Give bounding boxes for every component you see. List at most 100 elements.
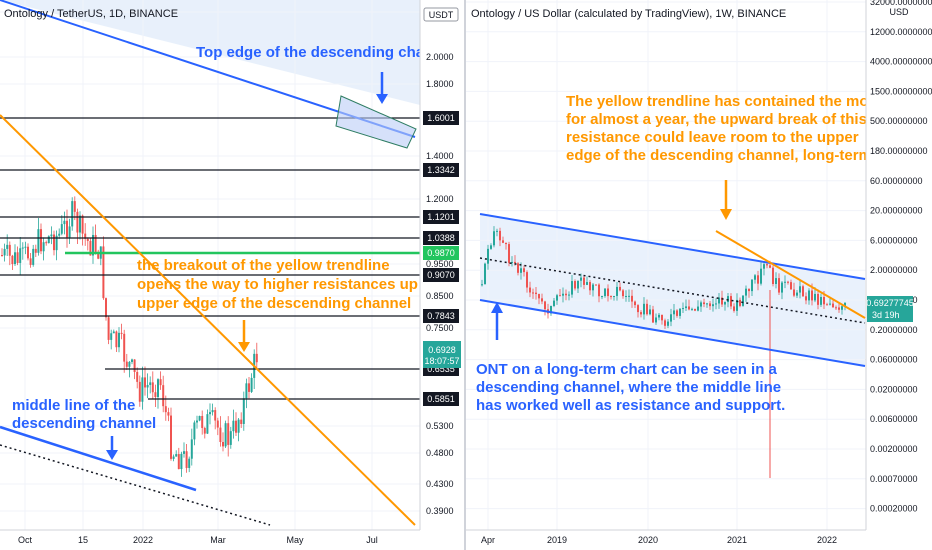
candle-body [102, 246, 105, 299]
candle-body [535, 292, 537, 295]
channel-bottom-right[interactable] [479, 299, 866, 367]
candle-body [133, 359, 136, 372]
candle-body [71, 201, 74, 227]
x-tick-label: Jul [366, 535, 378, 545]
price-level-tag [423, 210, 459, 224]
y-tick-label: 1.2000 [426, 194, 454, 204]
yellow-trendline-right[interactable] [715, 230, 866, 319]
candle-body [619, 286, 621, 291]
candle-body [496, 230, 498, 232]
candle-body [94, 234, 97, 252]
candle-body [646, 303, 648, 315]
candle-body [553, 300, 555, 306]
annotation-middle-line1: middle line of the [12, 397, 135, 414]
candle-body [694, 308, 696, 311]
candle-body [487, 248, 489, 264]
candle-body [8, 244, 11, 256]
left-chart-panel: Top edge of the descending channel the b… [0, 0, 466, 550]
candle-body [583, 277, 585, 285]
candle-body [574, 281, 576, 289]
candle-body [240, 419, 243, 424]
candle-body [232, 420, 235, 432]
annotation-longterm-line3: has worked well as resistance and suppor… [476, 397, 785, 414]
candle-body [185, 451, 188, 468]
candle-body [481, 284, 483, 286]
annotation-yellow-line2: for almost a year, the upward break of t… [566, 111, 867, 128]
candle-body [86, 238, 89, 241]
channel-middle-right[interactable] [479, 257, 866, 324]
candle-body [841, 306, 843, 310]
channel-bottom-dotted[interactable] [0, 444, 271, 526]
candle-body [793, 289, 795, 296]
candle-body [490, 245, 492, 249]
channel-fill [0, 0, 440, 110]
y-tick-label: 500.00000000 [870, 116, 928, 126]
candle-body [667, 321, 669, 326]
candle-body [50, 234, 53, 237]
right-chart[interactable]: The yellow trendline has contained the m… [466, 0, 932, 550]
currency-label: USDT [429, 10, 454, 20]
left-time-axis[interactable]: Oct 15 2022 Mar May Jul [18, 535, 378, 545]
candle-body [222, 442, 224, 447]
annotation-longterm-line1: ONT on a long-term chart can be seen in … [476, 361, 778, 378]
candle-body [703, 302, 705, 305]
candle-body [14, 252, 16, 265]
candle-body [45, 242, 48, 244]
candle-body [151, 382, 154, 393]
yellow-trendline[interactable] [0, 114, 416, 526]
channel-top-right[interactable] [479, 213, 866, 280]
candle-body [196, 420, 198, 423]
candle-body [745, 288, 747, 296]
candle-body [775, 278, 777, 285]
price-level-label: 1.1201 [427, 212, 455, 222]
annotation-breakout-line1: the breakout of the yellow trendline [137, 257, 390, 274]
candle-body [760, 268, 762, 284]
candle-body [505, 242, 507, 245]
y-tick-label: 0.00020000 [870, 504, 918, 514]
candle-body [141, 377, 144, 402]
countdown: 18:07:57 [424, 356, 459, 366]
candle-body [73, 201, 76, 212]
left-chart[interactable]: Top edge of the descending channel the b… [0, 0, 464, 550]
price-level-label: 0.9870 [427, 248, 455, 258]
right-time-axis[interactable]: Apr 2019 2020 2021 2022 [481, 535, 837, 545]
candle-body [637, 305, 639, 313]
candle-body [128, 361, 131, 367]
candle-body [820, 296, 822, 305]
candle-body [631, 295, 633, 302]
candle-body [718, 297, 720, 304]
y-tick-label: 32000.00000000 [870, 0, 932, 7]
candle-body [105, 298, 107, 318]
left-chart-title: Ontology / TetherUS, 1D, BINANCE [4, 8, 178, 20]
candle-body [502, 240, 504, 243]
candle-body [838, 307, 840, 310]
last-price-value: 0.6928 [428, 345, 456, 355]
candle-body [643, 303, 645, 315]
candle-body [255, 353, 258, 363]
arrow-tp-icon [720, 180, 732, 220]
candle-body [224, 423, 227, 447]
candle-body [188, 458, 191, 468]
candle-body [649, 309, 651, 315]
candle-body [227, 423, 230, 445]
candle-body [727, 296, 729, 303]
middle-line[interactable] [0, 425, 197, 492]
candle-body [167, 412, 170, 416]
arrow-middle-line-icon [106, 436, 118, 460]
candle-body [27, 246, 29, 259]
left-levels [0, 117, 420, 400]
price-level-label: 1.6001 [427, 113, 455, 123]
y-tick-label: 180.00000000 [870, 146, 928, 156]
candle-body [586, 282, 588, 285]
candle-body [209, 412, 211, 415]
right-chart-panel: The yellow trendline has contained the m… [466, 0, 932, 550]
arrow-breakout-icon [238, 320, 250, 352]
candle-body [32, 248, 35, 265]
candle-body [835, 307, 837, 309]
candle-body [610, 296, 612, 298]
target-zone-box[interactable] [335, 95, 417, 149]
price-level-tag [423, 231, 459, 245]
candle-body [658, 314, 660, 318]
candle-body [532, 292, 534, 294]
candle-body [520, 268, 522, 273]
